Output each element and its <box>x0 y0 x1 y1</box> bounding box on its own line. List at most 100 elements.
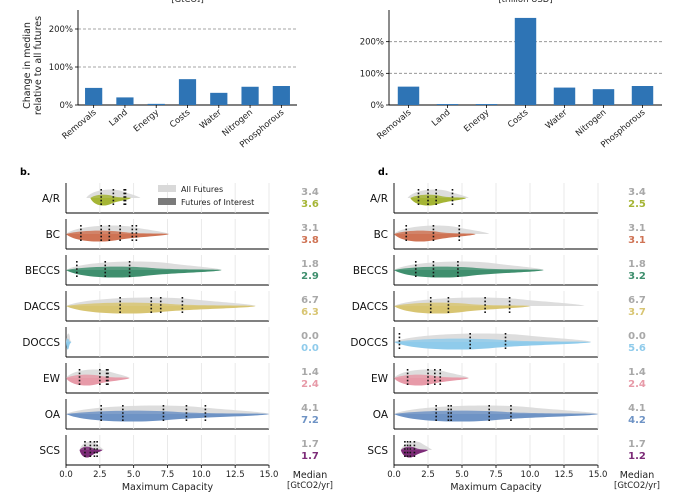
all-futures-median: 1.4 <box>301 367 319 378</box>
bar-phosphorous <box>272 86 290 105</box>
row-oa: OA 4.17.2 <box>45 399 319 430</box>
interest-density <box>394 306 530 314</box>
interest-median: 3.7 <box>628 307 646 318</box>
row-label: SCS <box>367 445 388 457</box>
x-tick-label: 5.0 <box>127 470 141 480</box>
row-label: OA <box>373 409 389 421</box>
interest-density-upper <box>66 338 72 342</box>
bar-chart-a-right: [trillion USD] 0% 100% 200% Removals Land Ener… <box>360 0 662 150</box>
row-bc: BC 3.13.1 <box>374 219 646 250</box>
interest-density-upper <box>394 266 544 270</box>
violin-panel-d: d.A/R3.42.5BC3.13.1BECCS1.83.2DACCS6.73.… <box>350 167 660 493</box>
row-label: DOCCS <box>350 337 388 349</box>
y-tick-label: 200% <box>360 38 384 48</box>
row-label: A/R <box>370 193 388 205</box>
legend-swatch-interest <box>158 198 176 205</box>
x-tick-label: Land <box>108 108 130 129</box>
y-axis-label: relative to all futures <box>33 16 44 115</box>
row-label: BC <box>46 229 60 241</box>
y-axis-label: Change in median <box>22 22 33 109</box>
row-label: A/R <box>42 193 60 205</box>
bar-water <box>210 92 228 105</box>
x-tick-label: Costs <box>506 107 531 130</box>
row-doccs: DOCCS 0.00.0 <box>22 327 319 358</box>
bar-land <box>436 104 459 105</box>
y-tick-label: 100% <box>360 69 384 79</box>
all-futures-median: 1.8 <box>628 259 646 270</box>
row-label: EW <box>371 373 389 385</box>
bar-nitrogen <box>592 89 615 105</box>
x-tick-label: 15.0 <box>589 470 608 480</box>
y-tick-label: 0% <box>60 101 74 111</box>
x-tick-label: Nitrogen <box>574 108 608 139</box>
row-beccs: BECCS 1.82.9 <box>25 255 319 286</box>
row-label: DOCCS <box>22 337 60 349</box>
all-futures-median: 6.7 <box>628 295 646 306</box>
all-futures-median: 1.7 <box>628 439 646 450</box>
row-scs: SCS 1.71.2 <box>367 435 646 466</box>
interest-median: 0.0 <box>301 343 319 354</box>
interest-median: 6.3 <box>301 307 319 318</box>
interest-density <box>66 270 222 278</box>
interest-density-upper <box>66 374 130 378</box>
x-tick-label: Energy <box>132 108 161 135</box>
all-futures-median: 0.0 <box>628 331 646 342</box>
x-axis-label: Maximum Capacity <box>122 482 214 493</box>
row-ew: EW 1.42.4 <box>43 363 319 394</box>
row-ar: A/R 3.42.5 <box>370 183 646 214</box>
interest-density-upper <box>66 410 269 414</box>
x-tick-label: Removals <box>61 107 99 142</box>
legend-swatch-all <box>158 185 176 192</box>
legend-label-interest: Futures of Interest <box>181 198 254 207</box>
x-tick-label: 5.0 <box>455 470 469 480</box>
x-tick-label: Costs <box>168 107 193 130</box>
legend: All Futures Futures of Interest <box>158 185 254 207</box>
row-beccs: BECCS 1.83.2 <box>353 255 646 286</box>
x-tick-label: 12.5 <box>555 470 574 480</box>
interest-median: 2.4 <box>628 379 646 390</box>
row-ew: EW 1.42.4 <box>371 363 646 394</box>
row-oa: OA 4.14.2 <box>373 399 646 430</box>
x-tick-label: Water <box>198 107 224 131</box>
x-tick-label: Land <box>430 108 452 129</box>
all-futures-median: 1.8 <box>301 259 319 270</box>
row-label: EW <box>43 373 61 385</box>
interest-median: 3.1 <box>628 235 646 246</box>
all-futures-median: 4.1 <box>628 403 646 414</box>
bar-removals <box>85 87 103 105</box>
bar-nitrogen <box>241 86 259 105</box>
x-tick-label: 7.5 <box>489 470 503 480</box>
interest-density-upper <box>410 194 467 198</box>
x-tick-label: 10.0 <box>192 470 211 480</box>
all-futures-median: 3.4 <box>301 187 319 198</box>
all-futures-median: 6.7 <box>301 295 319 306</box>
row-label: OA <box>45 409 61 421</box>
violin-panel-b: b. A/R 3.43.6 BC 3.13.8 BECCS 1.82.9 DACCS 6.76.… <box>20 167 333 493</box>
row-scs: SCS 1.71.7 <box>39 435 319 466</box>
interest-median: 2.5 <box>628 199 646 210</box>
row-doccs: DOCCS 0.05.6 <box>350 327 646 358</box>
median-header: Median <box>293 470 328 481</box>
x-tick-label: Removals <box>375 107 413 142</box>
interest-median: 3.2 <box>628 271 646 282</box>
interest-density <box>394 234 476 242</box>
bar-title: [trillion USD] <box>498 0 552 5</box>
interest-median: 3.8 <box>301 235 319 246</box>
row-label: BC <box>374 229 388 241</box>
median-header: Median <box>620 470 655 481</box>
bar-costs <box>514 17 537 106</box>
bar-energy <box>475 104 498 105</box>
x-tick-label: 2.5 <box>421 470 435 480</box>
bar-phosphorous <box>631 86 654 105</box>
interest-median: 2.4 <box>301 379 319 390</box>
interest-density <box>66 414 269 422</box>
all-futures-median: 1.7 <box>301 439 319 450</box>
interest-density <box>394 342 592 350</box>
row-ar: A/R 3.43.6 <box>42 183 319 214</box>
interest-density <box>66 234 169 242</box>
interest-density-upper <box>394 374 469 378</box>
row-daccs: DACCS 6.73.7 <box>352 291 646 322</box>
interest-median: 7.2 <box>301 415 319 426</box>
row-label: BECCS <box>353 265 389 277</box>
